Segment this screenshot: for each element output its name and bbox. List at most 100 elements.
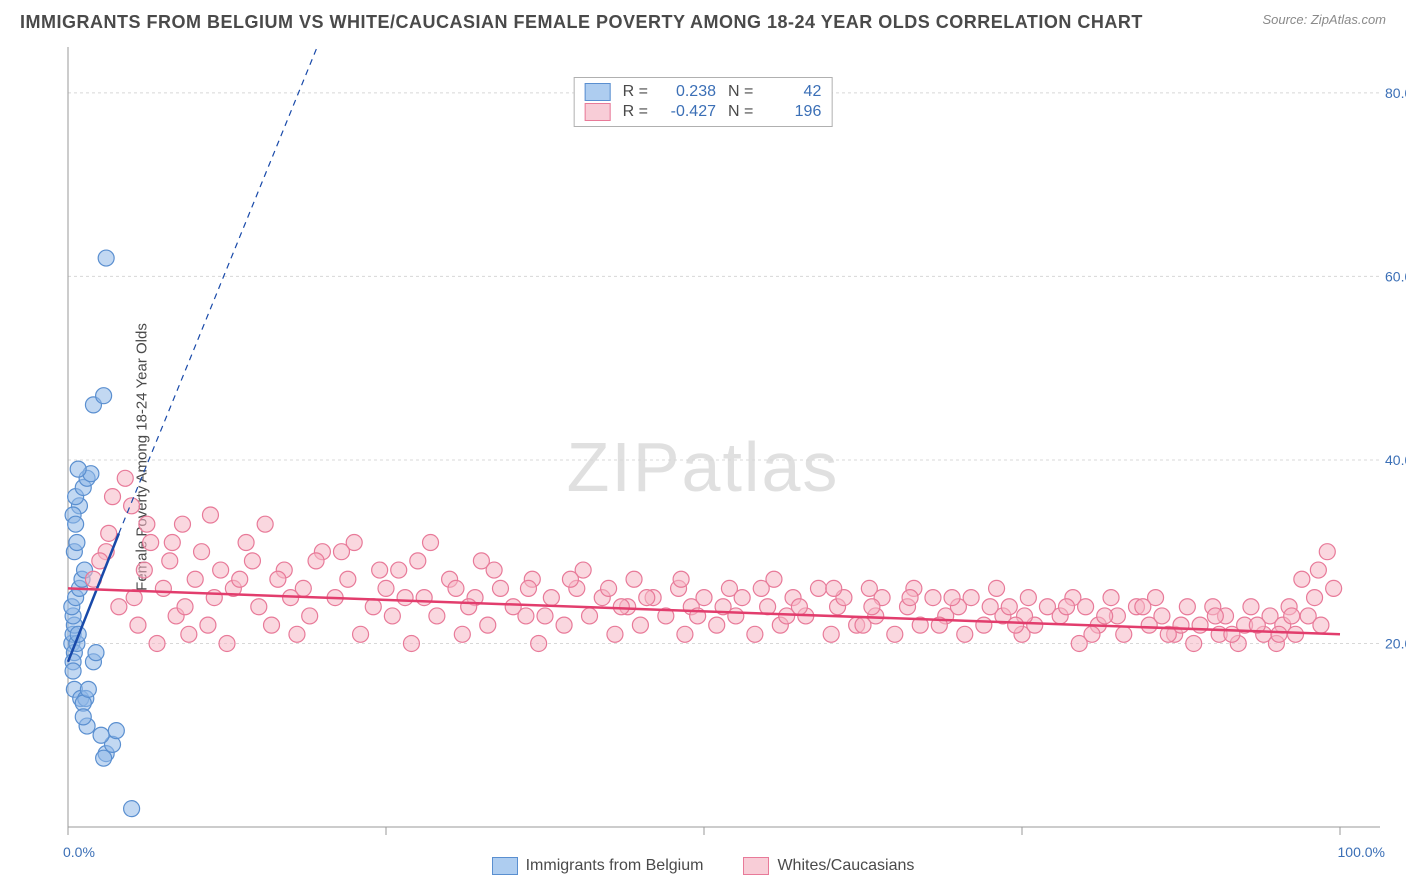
data-point bbox=[105, 489, 121, 505]
data-point bbox=[518, 608, 534, 624]
data-point bbox=[1103, 590, 1119, 606]
data-point bbox=[365, 599, 381, 615]
n-label: N = bbox=[728, 103, 753, 121]
data-point bbox=[302, 608, 318, 624]
data-point bbox=[864, 599, 880, 615]
data-point bbox=[1310, 562, 1326, 578]
data-point bbox=[582, 608, 598, 624]
data-point bbox=[1078, 599, 1094, 615]
data-point bbox=[1059, 599, 1075, 615]
data-point bbox=[149, 635, 165, 651]
data-point bbox=[1271, 626, 1287, 642]
data-point bbox=[976, 617, 992, 633]
r-label: R = bbox=[623, 83, 648, 101]
data-point bbox=[454, 626, 470, 642]
data-point bbox=[1135, 599, 1151, 615]
data-point bbox=[200, 617, 216, 633]
data-point bbox=[416, 590, 432, 606]
data-point bbox=[963, 590, 979, 606]
data-point bbox=[607, 626, 623, 642]
data-point bbox=[164, 535, 180, 551]
data-point bbox=[206, 590, 222, 606]
data-point bbox=[353, 626, 369, 642]
data-point bbox=[384, 608, 400, 624]
data-point bbox=[1319, 544, 1335, 560]
data-point bbox=[887, 626, 903, 642]
data-point bbox=[556, 617, 572, 633]
legend-item: Whites/Caucasians bbox=[743, 857, 914, 875]
series-legend: Immigrants from Belgium Whites/Caucasians bbox=[0, 857, 1406, 875]
data-point bbox=[391, 562, 407, 578]
data-point bbox=[289, 626, 305, 642]
data-point bbox=[461, 599, 477, 615]
data-point bbox=[537, 608, 553, 624]
data-point bbox=[80, 681, 96, 697]
data-point bbox=[251, 599, 267, 615]
legend-swatch bbox=[585, 103, 611, 121]
data-point bbox=[1192, 617, 1208, 633]
data-point bbox=[1326, 580, 1342, 596]
data-point bbox=[1116, 626, 1132, 642]
data-point bbox=[944, 590, 960, 606]
data-point bbox=[65, 663, 81, 679]
n-value: 42 bbox=[761, 83, 821, 101]
legend-swatch bbox=[585, 83, 611, 101]
data-point bbox=[632, 617, 648, 633]
data-point bbox=[677, 626, 693, 642]
chart-area: Female Poverty Among 18-24 Year Olds ZIP… bbox=[0, 37, 1406, 877]
data-point bbox=[826, 580, 842, 596]
legend-item: Immigrants from Belgium bbox=[492, 857, 704, 875]
data-point bbox=[187, 571, 203, 587]
data-point bbox=[1224, 626, 1240, 642]
data-point bbox=[111, 599, 127, 615]
data-point bbox=[130, 617, 146, 633]
data-point bbox=[696, 590, 712, 606]
data-point bbox=[69, 535, 85, 551]
data-point bbox=[492, 580, 508, 596]
data-point bbox=[480, 617, 496, 633]
data-point bbox=[238, 535, 254, 551]
data-point bbox=[117, 470, 133, 486]
data-point bbox=[93, 727, 109, 743]
data-point bbox=[124, 498, 140, 514]
data-point bbox=[378, 580, 394, 596]
n-value: 196 bbox=[761, 103, 821, 121]
data-point bbox=[520, 580, 536, 596]
data-point bbox=[174, 516, 190, 532]
data-point bbox=[202, 507, 218, 523]
data-point bbox=[397, 590, 413, 606]
legend-row: R =0.238N =42 bbox=[585, 82, 822, 102]
data-point bbox=[403, 635, 419, 651]
data-point bbox=[1307, 590, 1323, 606]
data-point bbox=[1179, 599, 1195, 615]
r-value: -0.427 bbox=[656, 103, 716, 121]
n-label: N = bbox=[728, 83, 753, 101]
data-point bbox=[626, 571, 642, 587]
data-point bbox=[902, 590, 918, 606]
data-point bbox=[448, 580, 464, 596]
data-point bbox=[1001, 599, 1017, 615]
legend-swatch bbox=[492, 857, 518, 875]
data-point bbox=[823, 626, 839, 642]
data-point bbox=[709, 617, 725, 633]
data-point bbox=[429, 608, 445, 624]
data-point bbox=[98, 250, 114, 266]
data-point bbox=[257, 516, 273, 532]
data-point bbox=[779, 608, 795, 624]
data-point bbox=[486, 562, 502, 578]
data-point bbox=[162, 553, 178, 569]
data-point bbox=[989, 580, 1005, 596]
source-attribution: Source: ZipAtlas.com bbox=[1262, 12, 1386, 27]
data-point bbox=[1243, 599, 1259, 615]
data-point bbox=[270, 571, 286, 587]
data-point bbox=[613, 599, 629, 615]
y-tick-label: 80.0% bbox=[1385, 85, 1406, 101]
data-point bbox=[232, 571, 248, 587]
data-point bbox=[753, 580, 769, 596]
data-point bbox=[108, 723, 124, 739]
data-point bbox=[75, 709, 91, 725]
r-label: R = bbox=[623, 103, 648, 121]
data-point bbox=[1284, 608, 1300, 624]
chart-title: IMMIGRANTS FROM BELGIUM VS WHITE/CAUCASI… bbox=[20, 12, 1143, 33]
legend-label: Whites/Caucasians bbox=[777, 857, 914, 875]
